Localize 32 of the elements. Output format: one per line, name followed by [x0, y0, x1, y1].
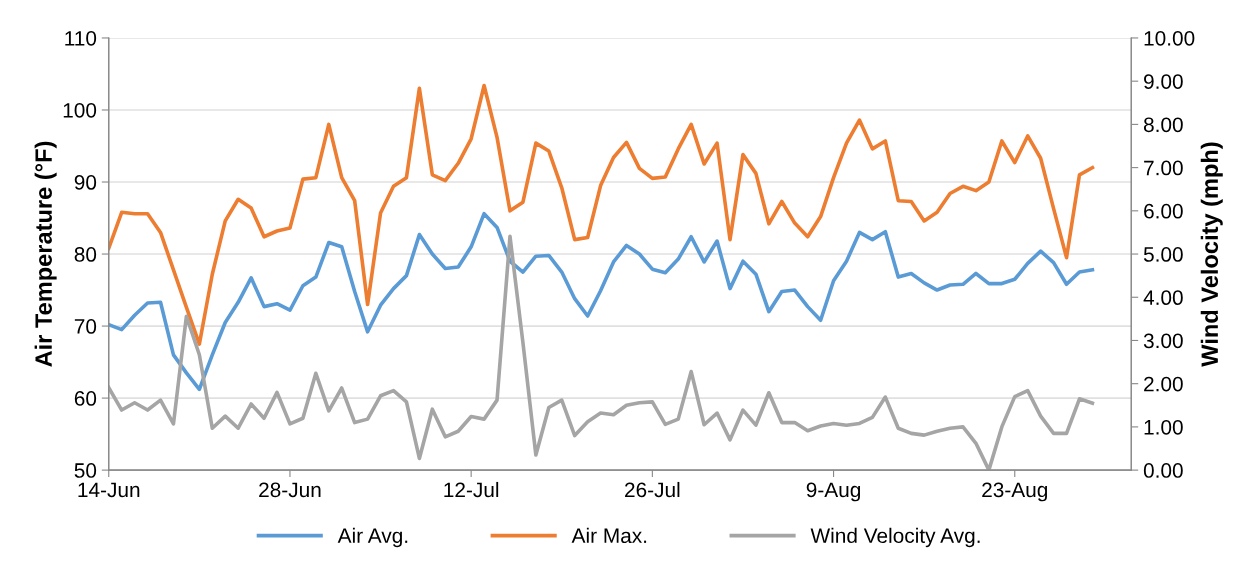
legend-label: Wind Velocity Avg. — [810, 527, 980, 548]
y-tick-label: 80 — [74, 247, 97, 262]
y2-tick-label: 2.00 — [1144, 376, 1183, 392]
y2-tick-label: 3.00 — [1143, 333, 1183, 349]
line-series — [108, 234, 1095, 471]
y-tick-label: 90 — [74, 175, 97, 190]
y2-tick-label: 8.00 — [1143, 117, 1183, 133]
x-tick-label: 9-Aug — [806, 482, 861, 502]
legend-label: Air Max. — [571, 527, 647, 544]
y-tick-label: 110 — [65, 30, 97, 46]
y2-tick-label: 10.00 — [1144, 30, 1195, 46]
legend-label: Air Avg. — [337, 527, 408, 548]
x-tick-label: 12-Jul — [444, 481, 499, 498]
y2-axis-title: Wind Velocity (mph) — [1200, 142, 1223, 367]
y-tick-label: 50 — [74, 463, 97, 478]
y-tick-label: 100 — [63, 102, 97, 118]
y2-tick-label: 9.00 — [1144, 74, 1183, 89]
y-tick-label: 60 — [74, 391, 97, 406]
y2-tick-label: 6.00 — [1144, 203, 1183, 219]
line-series — [108, 211, 1095, 392]
y-axis-title: Air Temperature (°F) — [34, 141, 57, 367]
y2-tick-label: 7.00 — [1144, 160, 1183, 176]
x-tick-label: 26-Jul — [625, 481, 680, 498]
y2-tick-label: 4.00 — [1143, 290, 1183, 306]
y2-tick-label: 1.00 — [1144, 419, 1183, 435]
y2-tick-label: 5.00 — [1143, 247, 1183, 262]
y-tick-label: 70 — [74, 319, 97, 334]
x-tick-label: 23-Aug — [982, 482, 1048, 502]
line-series — [108, 83, 1095, 346]
x-tick-label: 28-Jun — [259, 482, 321, 498]
x-tick-label: 14-Jun — [78, 482, 140, 498]
y2-tick-label: 0.00 — [1143, 463, 1183, 478]
